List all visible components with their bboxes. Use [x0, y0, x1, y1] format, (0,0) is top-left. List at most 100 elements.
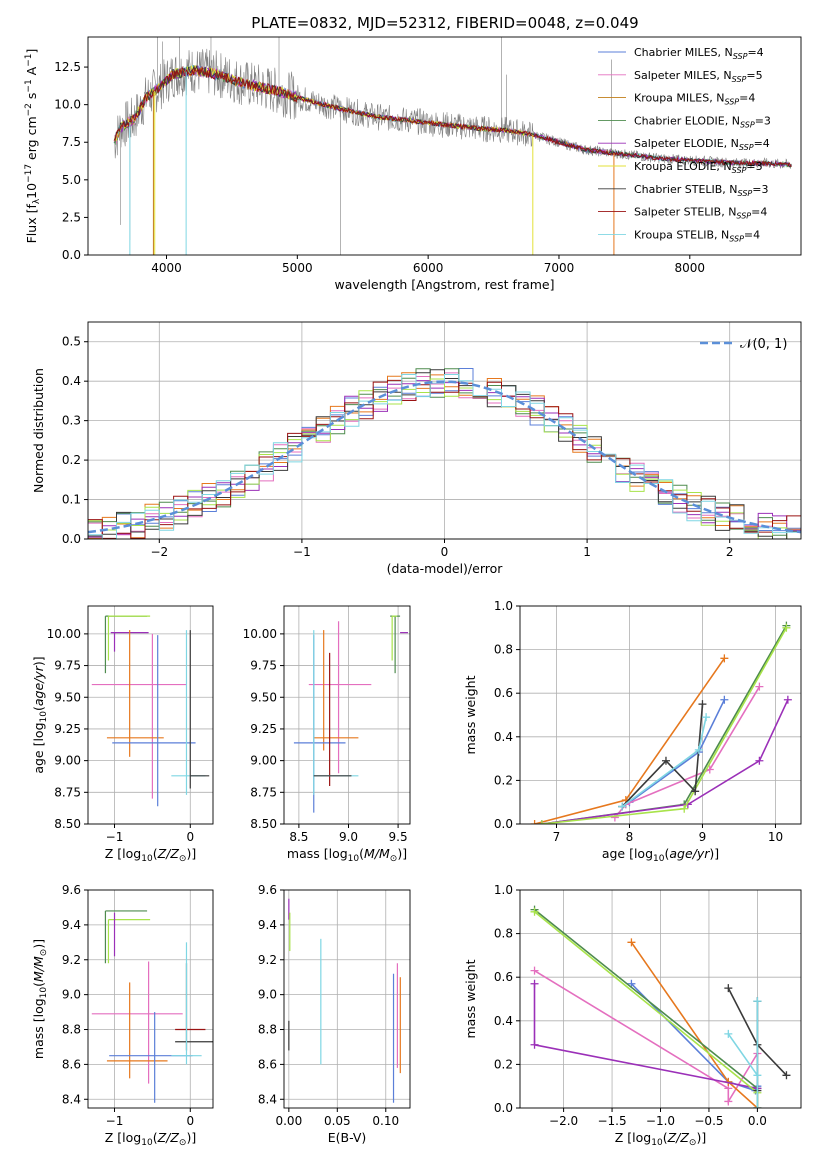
y-tick-label: 1.0 — [494, 599, 513, 613]
plot-area — [91, 910, 213, 1103]
y-tick-label: 0.1 — [62, 493, 81, 507]
spectrum-panel: 4000 5000 6000 7000 8000 0.0 2.5 5.0 7.5 10.0 12.5… — [24, 36, 802, 292]
y-axis-label: mass weight — [463, 959, 478, 1038]
label-part: ⊙ — [390, 854, 398, 864]
legend-name: Chabrier MILES, N — [634, 46, 733, 59]
label-part: −1 — [24, 54, 34, 67]
y-tick-label: 0.4 — [494, 1014, 513, 1028]
label-part: ] — [24, 49, 39, 54]
x-tick-label: 0.00 — [275, 1114, 302, 1128]
weight-line — [541, 627, 788, 824]
legend-sub: SSP — [729, 234, 744, 243]
legend-nssp: =4 — [754, 137, 770, 150]
label-part: 10 — [653, 854, 665, 864]
x-tick-label: −1.0 — [646, 1114, 675, 1128]
plot-area — [293, 615, 409, 813]
label-part: −17 — [24, 164, 34, 183]
y-tick-label: 0.8 — [494, 643, 513, 657]
y-tick-label: 9.0 — [62, 988, 81, 1002]
plot-area — [91, 615, 210, 807]
weight-vs-metallicity-panel: −2.0 −1.5 −1.0 −0.5 0.0 0.0 0.2 0.4 0.6 0.8 1.0 Z [… — [463, 883, 802, 1148]
label-part: )] — [709, 846, 719, 861]
x-axis-label: mass [log10(M/M⊙)] — [287, 846, 407, 864]
x-tick-label: 9.5 — [389, 830, 408, 844]
label-part: λ — [32, 198, 42, 204]
y-axis-label: mass [log10(M/M⊙)] — [31, 939, 49, 1059]
y-tick-label: 8.6 — [258, 1057, 277, 1071]
y-tick-label: 9.50 — [250, 690, 277, 704]
legend-nssp: =3 — [752, 183, 768, 196]
weight-marker — [724, 1097, 733, 1106]
y-tick-label: 7.5 — [62, 135, 81, 149]
label-part: age/yr — [669, 846, 710, 861]
y-tick-label: 9.00 — [250, 754, 277, 768]
legend-nssp: =4 — [751, 206, 767, 219]
label-part: mass weight — [463, 675, 478, 754]
plot-area — [288, 898, 401, 1103]
legend-nssp: =5 — [746, 69, 762, 82]
x-tick-label: 0 — [441, 545, 449, 559]
age-vs-mass-panel: 8.5 9.0 9.5 8.50 8.75 9.00 9.25 9.50 9.75 10.00 ma… — [243, 605, 411, 864]
y-tick-label: 0.4 — [494, 730, 513, 744]
weight-marker — [618, 802, 627, 811]
y-tick-label: 0.0 — [62, 248, 81, 262]
y-axis-label: Normed distribution — [31, 368, 46, 493]
x-tick-label: 5000 — [282, 261, 313, 275]
legend-name: Salpeter ELODIE, N — [634, 137, 739, 150]
weight-marker — [661, 756, 670, 765]
weight-marker — [537, 820, 546, 824]
label-part: age/yr — [31, 665, 46, 706]
axes-frame — [519, 889, 802, 1109]
label-part: wavelength [Angstrom, rest frame] — [334, 277, 554, 292]
x-tick-label: 8.5 — [289, 830, 308, 844]
y-tick-label: 9.75 — [250, 659, 277, 673]
x-axis-label: Z [log10(Z/Z⊙)] — [105, 1130, 196, 1148]
x-tick-label: 10 — [768, 830, 783, 844]
model-line — [114, 65, 792, 168]
label-part: A — [24, 66, 39, 79]
weight-marker — [694, 745, 703, 754]
legend-name: Salpeter MILES, N — [634, 69, 732, 82]
label-part: ⊙ — [179, 854, 187, 864]
y-tick-label: 10.00 — [47, 627, 81, 641]
legend-entry: Kroupa STELIB, NSSP=4 — [634, 228, 760, 243]
label-part: s — [24, 93, 39, 104]
label-part: Z/Z — [667, 1130, 690, 1145]
y-axis-label: mass weight — [463, 675, 478, 754]
histogram-step — [88, 374, 801, 539]
y-tick-label: 0.4 — [62, 374, 81, 388]
y-tick-label: 5.0 — [62, 173, 81, 187]
x-tick-label: −2 — [150, 545, 168, 559]
weight-marker — [530, 979, 539, 988]
x-tick-label: 0 — [186, 830, 194, 844]
legend-sub: SSP — [733, 52, 748, 61]
x-tick-label: 4000 — [151, 261, 182, 275]
x-axis-label: age [log10(age/yr)] — [602, 846, 719, 864]
label-part: ( — [663, 1130, 668, 1145]
y-tick-label: 9.25 — [54, 722, 81, 736]
x-tick-label: 0.05 — [324, 1114, 351, 1128]
legend-name: Kroupa ELODIE, N — [634, 160, 732, 173]
y-tick-label: 8.4 — [62, 1092, 81, 1106]
y-tick-label: 8.50 — [54, 817, 81, 831]
axes-frame — [87, 36, 802, 256]
x-tick-label: 0 — [186, 1114, 194, 1128]
weight-line — [614, 686, 761, 819]
legend-entry: Kroupa ELODIE, NSSP=3 — [634, 160, 763, 175]
weight-marker — [782, 1071, 791, 1080]
x-tick-label: −1 — [106, 1114, 124, 1128]
legend-nssp: =4 — [747, 46, 763, 59]
legend-entry: 𝒩(0, 1) — [740, 337, 787, 352]
legend-sub: SSP — [740, 120, 755, 129]
legend-entry: Chabrier MILES, NSSP=4 — [634, 46, 764, 61]
legend-name: Chabrier ELODIE, N — [634, 114, 740, 127]
label-part: 10 — [348, 854, 360, 864]
y-tick-label: 10.0 — [54, 98, 81, 112]
label-part: E(B-V) — [328, 1130, 367, 1145]
y-tick-label: 9.75 — [54, 659, 81, 673]
label-part: 10 — [141, 1138, 153, 1148]
plot-area — [530, 905, 791, 1108]
y-tick-label: 0.8 — [494, 927, 513, 941]
y-tick-label: 9.2 — [258, 953, 277, 967]
